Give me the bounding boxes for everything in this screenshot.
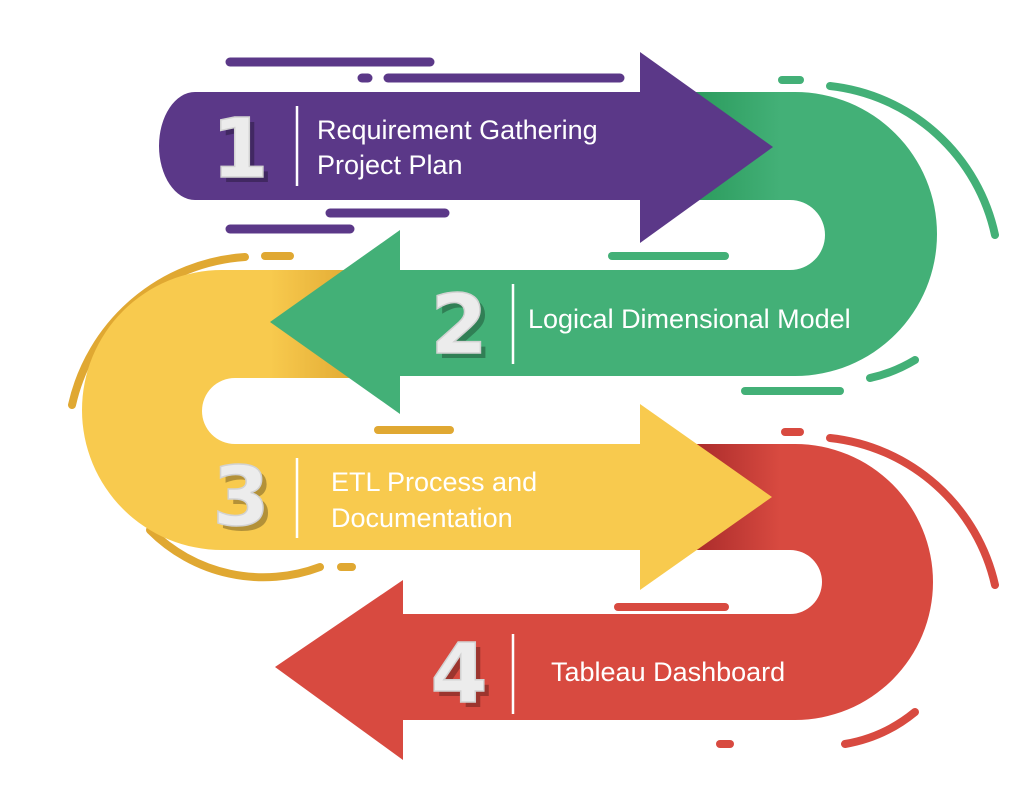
step-4-number: 4 — [430, 627, 487, 722]
step-1: 1 1 Requirement Gathering Project Plan — [211, 101, 598, 202]
svg-text:4: 4 — [435, 632, 492, 727]
step-2: 2 2 Logical Dimensional Model — [430, 277, 851, 378]
step-3: 3 3 ETL Process and Documentation — [212, 449, 537, 550]
step-3-number: 3 — [212, 450, 269, 545]
step-1-label-line-2: Project Plan — [317, 150, 463, 180]
step-3-label-line-1: ETL Process and — [331, 467, 537, 497]
step-1-label-line-1: Requirement Gathering — [317, 115, 598, 145]
step-4: 4 4 Tableau Dashboard — [430, 626, 785, 727]
step-2-number: 2 — [430, 278, 487, 373]
step-1-band — [159, 52, 773, 243]
svg-text:2: 2 — [435, 283, 492, 378]
step-3-label-line-2: Documentation — [331, 503, 513, 533]
step-2-label: Logical Dimensional Model — [528, 304, 851, 334]
step-1-number: 1 — [211, 102, 268, 197]
svg-text:1: 1 — [216, 107, 273, 202]
step-4-label: Tableau Dashboard — [551, 657, 785, 687]
decorative-dashes — [68, 57, 999, 748]
svg-text:3: 3 — [217, 455, 274, 550]
